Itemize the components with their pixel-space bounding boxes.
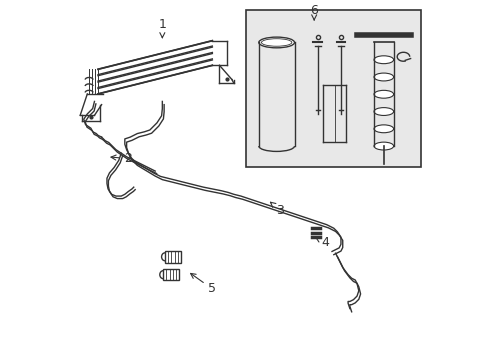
Text: 5: 5 (190, 274, 216, 296)
Bar (163, 269, 179, 280)
Text: 2: 2 (111, 152, 132, 165)
Ellipse shape (261, 39, 291, 46)
Ellipse shape (373, 108, 393, 116)
Ellipse shape (373, 125, 393, 133)
Ellipse shape (373, 56, 393, 64)
Ellipse shape (373, 142, 393, 150)
Ellipse shape (373, 90, 393, 98)
Ellipse shape (258, 37, 294, 48)
Text: 3: 3 (270, 202, 284, 217)
Text: 6: 6 (309, 4, 318, 20)
Bar (246, 10, 421, 167)
Bar (164, 251, 181, 262)
Text: 4: 4 (315, 236, 328, 249)
Text: 1: 1 (158, 18, 166, 38)
Ellipse shape (373, 73, 393, 81)
